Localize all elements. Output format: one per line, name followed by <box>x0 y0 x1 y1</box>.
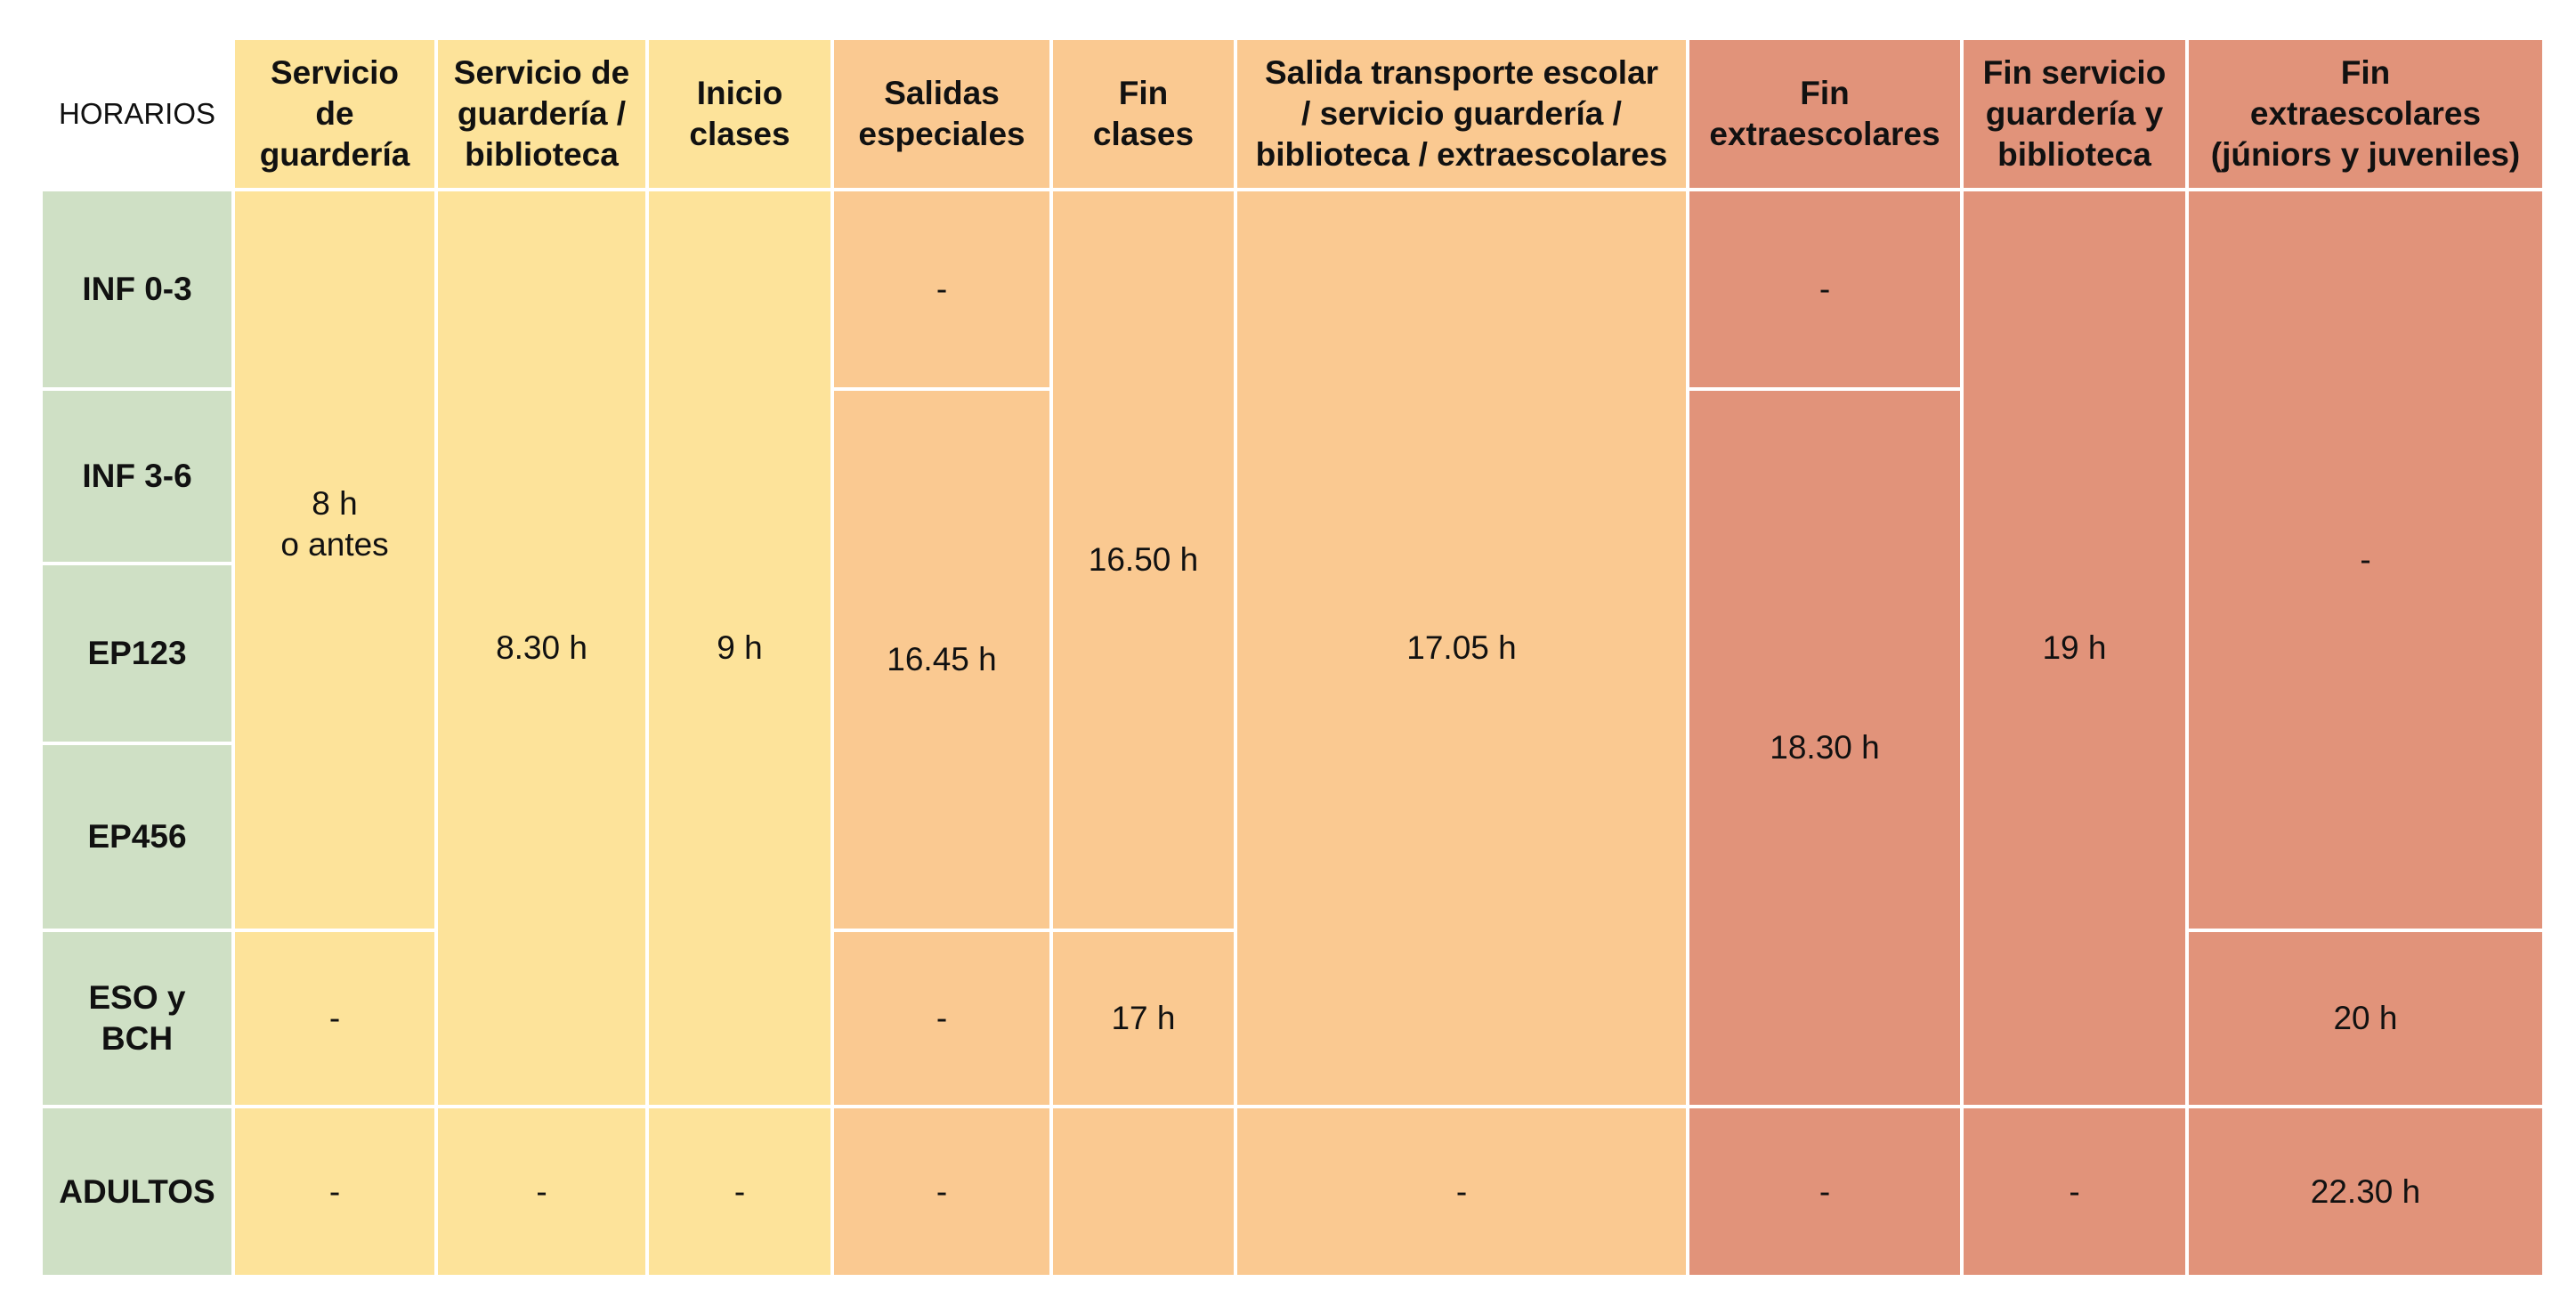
col-header-salida-transporte: Salida transporte escolar / servicio gua… <box>1234 36 1689 191</box>
row-header-adultos: ADULTOS <box>39 1105 235 1278</box>
col-header-fin-servicio: Fin servicio guardería y biblioteca <box>1960 36 2189 191</box>
cell-extraescolares-general: 18.30 h <box>1686 387 1964 1108</box>
cell-transporte-adultos: - <box>1234 1105 1689 1278</box>
cell-salidas-general: 16.45 h <box>830 387 1053 932</box>
cell-extraescolares-inf03: - <box>1686 188 1964 391</box>
cell-fin-clases-general: 16.50 h <box>1049 188 1237 932</box>
col-header-fin-extraescolares: Fin extraescolares <box>1686 36 1964 191</box>
row-header-inf-0-3: INF 0-3 <box>39 188 235 391</box>
row-header-ep123: EP123 <box>39 562 235 745</box>
cell-juniors-eso: 20 h <box>2185 929 2546 1108</box>
cell-extraescolares-adultos: - <box>1686 1105 1964 1278</box>
cell-guarderia-eso: - <box>231 929 438 1108</box>
cell-fin-servicio-adultos: - <box>1960 1105 2189 1278</box>
cell-juniors-general: - <box>2185 188 2546 932</box>
col-header-inicio-clases: Inicio clases <box>645 36 834 191</box>
cell-fin-clases-adultos <box>1049 1105 1237 1278</box>
col-header-fin-clases: Fin clases <box>1049 36 1237 191</box>
col-header-fin-extraescolares-juniors: Fin extraescolares (júniors y juveniles) <box>2185 36 2546 191</box>
cell-biblioteca-adultos: - <box>434 1105 649 1278</box>
row-header-ep456: EP456 <box>39 742 235 932</box>
cell-guarderia-infantil-primaria: 8 h o antes <box>231 188 438 932</box>
cell-fin-servicio-general: 19 h <box>1960 188 2189 1108</box>
col-header-salidas-especiales: Salidas especiales <box>830 36 1053 191</box>
cell-transporte-general: 17.05 h <box>1234 188 1689 1108</box>
col-header-guarderia-biblioteca: Servicio de guardería / biblioteca <box>434 36 649 191</box>
row-header-eso-bch: ESO y BCH <box>39 929 235 1108</box>
schedule-table: HORARIOS Servicio de guardería Servicio … <box>39 36 2546 1278</box>
col-header-servicio-guarderia: Servicio de guardería <box>231 36 438 191</box>
row-header-inf-3-6: INF 3-6 <box>39 387 235 565</box>
cell-juniors-adultos: 22.30 h <box>2185 1105 2546 1278</box>
cell-fin-clases-eso: 17 h <box>1049 929 1237 1108</box>
corner-label: HORARIOS <box>39 36 235 191</box>
cell-inicio-adultos: - <box>645 1105 834 1278</box>
cell-salidas-inf03: - <box>830 188 1053 391</box>
cell-salidas-adultos: - <box>830 1105 1053 1278</box>
cell-guarderia-adultos: - <box>231 1105 438 1278</box>
cell-biblioteca-general: 8.30 h <box>434 188 649 1108</box>
cell-inicio-clases-general: 9 h <box>645 188 834 1108</box>
cell-salidas-eso: - <box>830 929 1053 1108</box>
